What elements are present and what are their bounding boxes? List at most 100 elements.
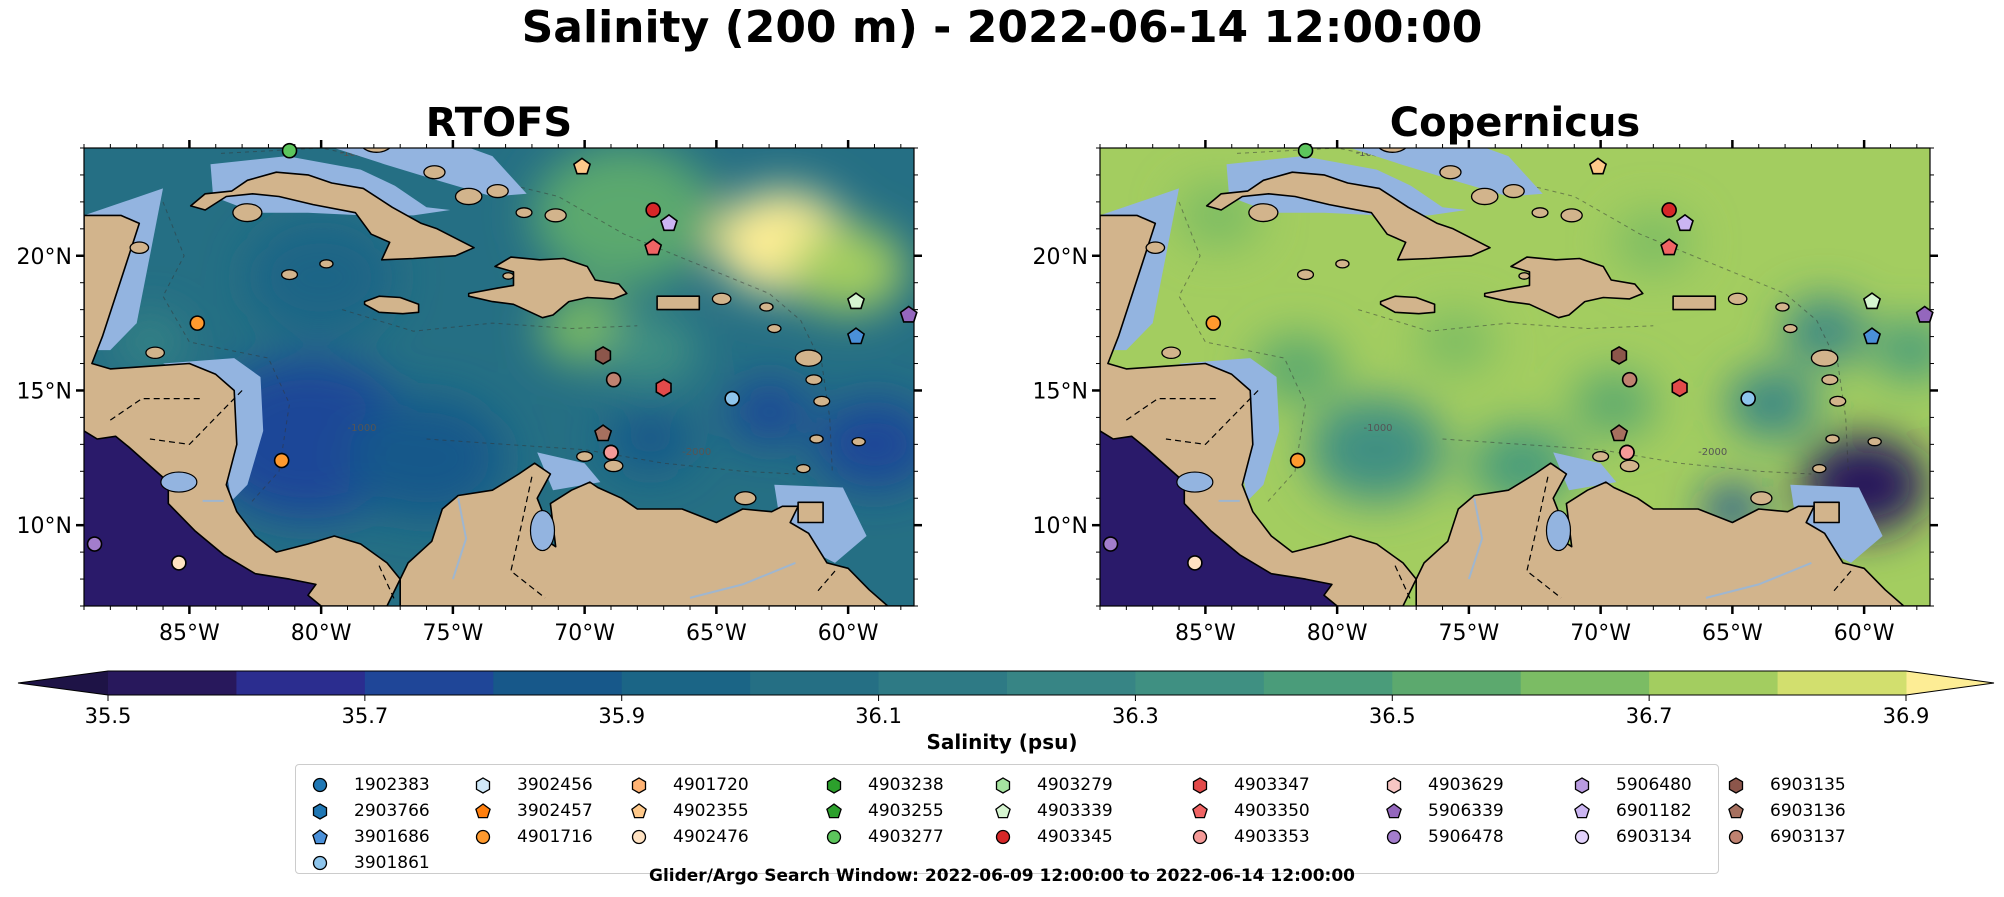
salinity-anomaly: [790, 224, 907, 314]
y-tick-label: 20°N: [17, 245, 72, 270]
colorbar-tick-label: 36.5: [1369, 704, 1416, 728]
salinity-anomaly: [729, 381, 809, 443]
river: [1705, 561, 1812, 599]
legend-label: 3902456: [517, 775, 593, 795]
contour-label: -1000: [347, 423, 376, 434]
small-island: [1470, 187, 1499, 206]
colorbar-segment: [1135, 671, 1265, 695]
small-island: [805, 374, 823, 386]
salinity-anomaly: [1782, 298, 1867, 364]
legend-marker-hexagon-icon: [631, 777, 647, 794]
small-island: [1783, 323, 1798, 334]
observation-marker-3901686: [1862, 327, 1882, 345]
colorbar-segment: [108, 671, 237, 695]
observation-marker-6903137: [1621, 371, 1638, 388]
figure-title: Salinity (200 m) - 2022-06-14 12:00:00: [521, 2, 1483, 53]
small-island: [1296, 269, 1315, 281]
salinity-anomaly: [115, 315, 185, 369]
map-frame: [83, 147, 915, 607]
small-island: [1867, 436, 1882, 447]
land-jamaica: [1379, 295, 1436, 315]
small-island: [809, 434, 824, 444]
legend-marker-circle-icon: [1386, 829, 1402, 845]
x-tick-label: 70°W: [554, 621, 615, 646]
land-masses: [1100, 148, 1930, 606]
salinity-anomaly: [531, 148, 717, 287]
colorbar-segment: [236, 671, 366, 695]
x-tick-label: 80°W: [1307, 621, 1368, 646]
panel-title-copernicus: Copernicus: [1389, 100, 1641, 146]
legend-marker-pentagon-icon: [631, 803, 647, 819]
y-tick-label: 10°N: [1033, 514, 1088, 539]
observation-marker-4901716: [189, 315, 206, 331]
shelf-area: [537, 452, 601, 491]
legend-label: 4902476: [673, 827, 749, 847]
legend-label: 4901716: [517, 827, 593, 847]
observation-marker-3901686: [846, 327, 866, 345]
observation-marker-5906478: [86, 536, 103, 552]
small-island: [711, 292, 732, 306]
salinity-anomaly: [1416, 311, 1496, 373]
x-tick-label: 60°W: [1834, 621, 1895, 646]
legend-marker-circle-icon: [1728, 829, 1744, 845]
observation-marker-4901716: [1205, 315, 1222, 331]
legend-marker-hexagon-icon: [826, 777, 842, 794]
legend-label: 6901182: [1616, 801, 1692, 821]
small-island: [502, 272, 515, 280]
observation-marker-6901182: [1675, 213, 1694, 232]
small-island: [403, 126, 429, 142]
salinity-anomaly: [1727, 369, 1817, 439]
colorbar-segment: [1520, 671, 1650, 695]
pacific-ocean: [1100, 430, 1338, 606]
observation-marker-4903277: [281, 142, 298, 159]
colorbar-segment: [493, 671, 623, 695]
legend-marker-hexagon-icon: [1192, 777, 1208, 794]
colorbar-segment: [750, 671, 880, 695]
legend-label: 4903238: [868, 775, 944, 795]
legend-marker-hexagon-icon: [475, 777, 491, 794]
small-island: [280, 269, 299, 281]
land-cuba: [1205, 171, 1491, 261]
small-island: [1812, 463, 1827, 474]
bathymetry-contour: [426, 438, 796, 475]
observation-marker-3901861: [724, 390, 740, 407]
legend-marker-pentagon-icon: [1386, 803, 1402, 819]
small-island: [515, 207, 533, 219]
legend-label: 4903347: [1234, 775, 1310, 795]
small-island: [1825, 434, 1840, 444]
legend-label: 4901720: [673, 775, 749, 795]
small-island: [1531, 207, 1549, 219]
observation-marker-6903136: [594, 424, 613, 442]
colorbar-tick-label: 36.9: [1883, 704, 1930, 728]
legend-marker-circle-icon: [312, 855, 328, 871]
legend-label: 3901861: [354, 853, 430, 873]
salinity-anomaly: [1613, 211, 1693, 273]
small-island: [1161, 346, 1182, 360]
legend-marker-pentagon-icon: [475, 803, 491, 819]
small-island: [1560, 208, 1583, 223]
small-island: [1248, 203, 1279, 223]
legend-label: 3901686: [354, 827, 430, 847]
land-hispaniola: [467, 256, 628, 319]
observation-marker-5906339: [899, 305, 918, 323]
small-island: [1821, 374, 1839, 386]
salinity-anomaly: [347, 397, 506, 519]
small-island: [145, 346, 166, 360]
observation-marker-4903353: [1619, 444, 1635, 461]
legend-label: 6903135: [1770, 775, 1846, 795]
legend-label: 4903345: [1037, 827, 1113, 847]
search-window-note: Glider/Argo Search Window: 2022-06-09 12…: [649, 866, 1355, 886]
observation-marker-4902355: [1588, 157, 1608, 175]
observation-marker-4901716: [1289, 452, 1306, 469]
small-island: [1145, 241, 1166, 254]
legend-marker-pentagon-icon: [1728, 803, 1744, 819]
salinity-anomaly: [816, 399, 914, 489]
legend-label: 4903255: [868, 801, 944, 821]
x-tick-label: 75°W: [423, 621, 484, 646]
observation-marker-3901861: [1740, 390, 1756, 407]
legend-label: 4903353: [1234, 827, 1310, 847]
country-border: [1526, 476, 1562, 599]
observation-marker-4903277: [1297, 142, 1314, 159]
colorbar-segment: [1392, 671, 1522, 695]
